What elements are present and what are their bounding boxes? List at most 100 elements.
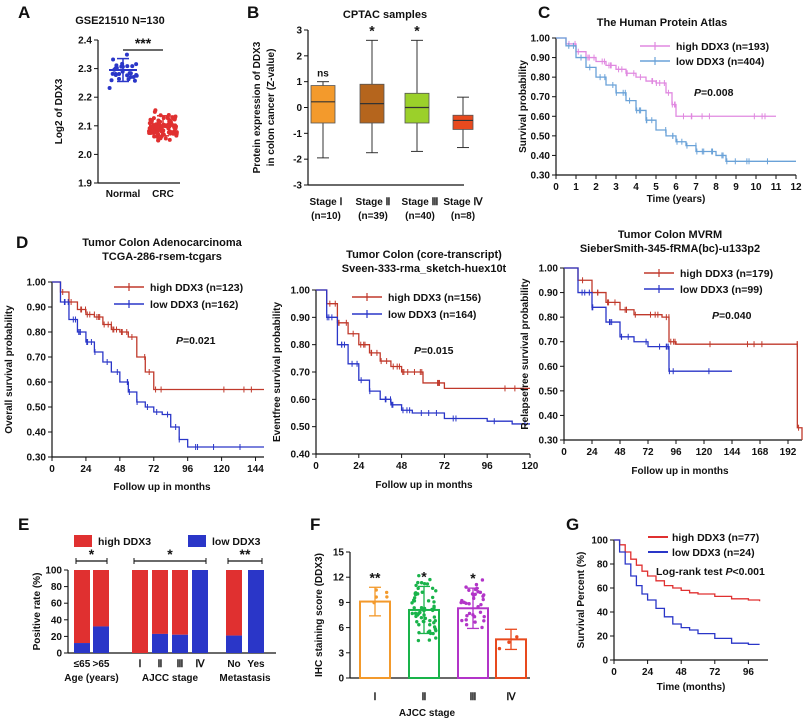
- D3-xtick-label: 96: [670, 447, 682, 458]
- F-point: [422, 581, 427, 586]
- G-curve-high: [614, 539, 761, 602]
- F-xlabel: AJCC stage: [399, 708, 456, 719]
- B-ytick-label: -1: [293, 129, 302, 140]
- C-title: The Human Protein Atlas: [597, 17, 727, 29]
- E-group-label: AJCC stage: [142, 673, 199, 684]
- A-title: GSE21510 N=130: [75, 15, 165, 27]
- C-ylabel: Survival probability: [518, 60, 529, 153]
- D3-xtick-label: 168: [752, 447, 769, 458]
- A-ytick-label: 2.4: [78, 36, 92, 47]
- D2-ytick-label: 0.60: [291, 395, 311, 406]
- B-sig-label: *: [369, 22, 375, 38]
- A-point-CRC: [152, 134, 157, 139]
- F-sig-label: *: [470, 570, 476, 586]
- C-xtick-label: 6: [673, 182, 679, 193]
- E-legend-label-low: low DDX3: [212, 536, 261, 548]
- D1-ylabel: Overall survival probability: [4, 305, 15, 434]
- G-ytick-label: 0: [602, 656, 608, 667]
- E-bar-low: [74, 643, 90, 653]
- B-ytick-label: -3: [293, 181, 302, 192]
- F-point: [428, 618, 432, 623]
- G-legend-label-high: high DDX3 (n=77): [672, 532, 759, 544]
- E-bar-label: Ⅰ: [139, 659, 142, 670]
- E-sig-label: *: [89, 546, 95, 562]
- F-point: [473, 620, 477, 624]
- E-bar-high: [226, 570, 242, 636]
- D2-xtick-label: 24: [353, 461, 365, 472]
- B-ytick-label: 1: [296, 77, 302, 88]
- A-point-CRC: [155, 126, 160, 131]
- B-ytick-label: 2: [296, 51, 302, 62]
- F-point: [464, 601, 468, 605]
- D2-ylabel: Eventfree survival probability: [272, 302, 283, 442]
- B-category-label: Stage Ⅱ: [356, 197, 391, 208]
- E-ytick-label: 100: [45, 566, 62, 577]
- E-bar-label: Ⅳ: [195, 659, 205, 670]
- E-bar-label: No: [227, 659, 240, 670]
- D3-ytick-label: 0.50: [539, 386, 559, 397]
- D3-title-1: Tumor Colon MVRM: [618, 229, 722, 241]
- D1-ytick-label: 0.60: [27, 378, 47, 389]
- A-point-CRC: [173, 126, 178, 131]
- E-bar-label: Yes: [247, 659, 265, 670]
- B-category-label: Stage Ⅰ: [310, 197, 343, 208]
- panel-label-D: D: [16, 233, 28, 252]
- panel-label-E: E: [18, 515, 29, 534]
- D1-ytick-label: 0.80: [27, 328, 47, 339]
- F-point: [428, 623, 432, 627]
- E-bar-label: >65: [93, 659, 110, 670]
- A-ytick-label: 2.2: [78, 93, 92, 104]
- F-point: [481, 594, 485, 598]
- E-bar-high: [93, 570, 109, 627]
- D2-xtick-label: 0: [313, 461, 319, 472]
- D3-xtick-label: 144: [724, 447, 741, 458]
- F-point: [434, 636, 438, 640]
- E-bar-label: Ⅱ: [158, 659, 163, 670]
- D2-legend-label-low: low DDX3 (n=164): [388, 309, 476, 321]
- B-ylabel-1: Protein expression of DDX3: [252, 41, 263, 173]
- F-point: [414, 583, 418, 588]
- C-xtick-label: 1: [573, 182, 579, 193]
- C-ytick-label: 0.80: [531, 73, 551, 84]
- G-annotation: Log-rank test P<0.001: [656, 566, 765, 578]
- A-point-Normal: [134, 73, 139, 78]
- G-ytick-label: 20: [597, 632, 609, 643]
- F-ytick-label: 15: [333, 548, 345, 559]
- C-ytick-label: 0.40: [531, 151, 551, 162]
- A-point-Normal: [117, 76, 122, 81]
- F-point: [482, 614, 486, 619]
- A-xtick-label: CRC: [152, 189, 174, 200]
- G-ytick-label: 80: [597, 560, 609, 571]
- A-point-Normal: [126, 77, 131, 82]
- A-point-Normal: [114, 63, 119, 68]
- C-ytick-label: 0.90: [531, 53, 551, 64]
- B-n-label: (n=40): [405, 211, 435, 222]
- A-point-Normal: [124, 52, 129, 57]
- F-point: [430, 595, 435, 600]
- F-point: [410, 601, 414, 605]
- D1-ytick-label: 1.00: [27, 278, 47, 289]
- C-xtick-label: 9: [733, 182, 739, 193]
- C-ytick-label: 0.70: [531, 92, 551, 103]
- D2-ytick-label: 0.90: [291, 313, 311, 324]
- D2-xtick-label: 120: [522, 461, 539, 472]
- D3-ylabel: Relapsefree survival probability: [520, 278, 531, 430]
- E-bar-low: [93, 626, 109, 653]
- D2-legend-label-high: high DDX3 (n=156): [388, 292, 481, 304]
- F-point: [507, 640, 511, 644]
- D3-ytick-label: 0.60: [539, 362, 559, 373]
- C-xtick-label: 2: [593, 182, 599, 193]
- D1-ytick-label: 0.30: [27, 453, 47, 464]
- D1-xtick-label: 144: [247, 464, 264, 475]
- F-point: [413, 592, 418, 597]
- G-ylabel: Survival Percent (%): [576, 552, 587, 649]
- F-point: [480, 578, 485, 582]
- F-point: [464, 623, 469, 627]
- D2-ytick-label: 0.70: [291, 368, 311, 379]
- E-legend-swatch-high: [74, 535, 92, 547]
- F-ytick-label: 3: [338, 648, 344, 659]
- D2-xtick-label: 96: [482, 461, 494, 472]
- F-xtick-label: Ⅱ: [422, 692, 427, 703]
- F-point: [481, 597, 485, 602]
